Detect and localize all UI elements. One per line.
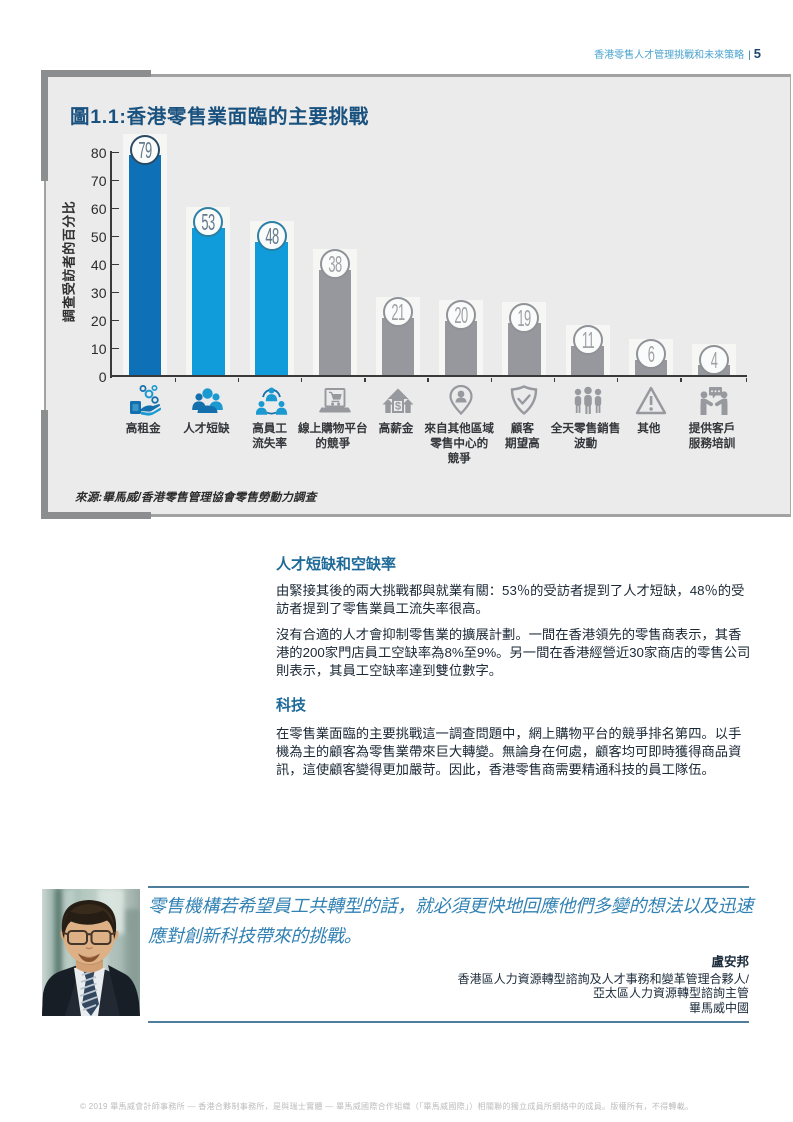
- svg-text:$: $: [395, 401, 401, 413]
